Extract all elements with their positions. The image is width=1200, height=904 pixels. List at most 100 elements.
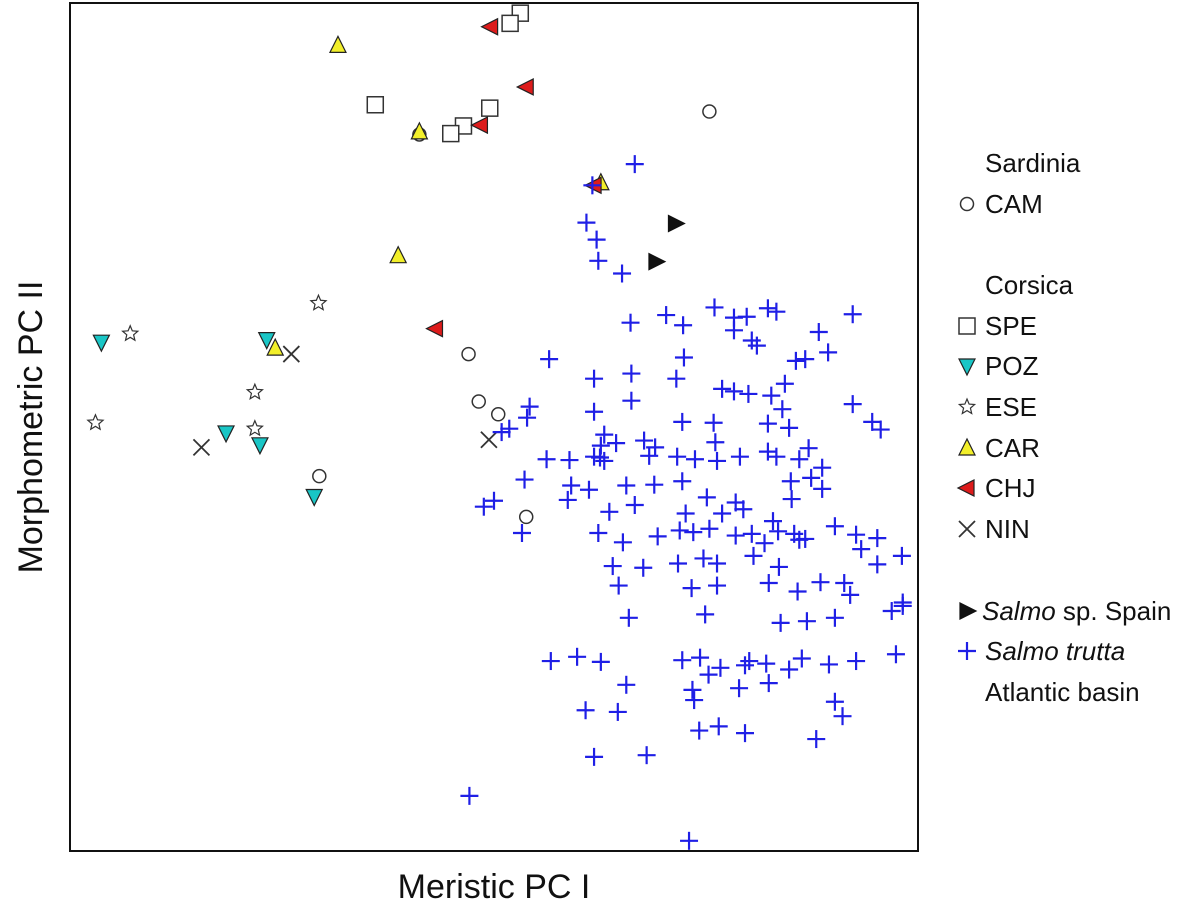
point-salmo-trutta-133	[740, 652, 759, 671]
point-salmo-trutta-6	[621, 313, 640, 332]
legend-marker-nin	[958, 520, 976, 538]
point-poz-3	[250, 437, 269, 456]
point-salmo-trutta-89	[613, 533, 632, 552]
point-salmo-trutta-136	[819, 655, 838, 674]
point-salmo-trutta-152	[833, 707, 852, 726]
point-salmo-trutta-91	[670, 521, 689, 540]
point-salmo-trutta-134	[757, 654, 776, 673]
legend-marker-chj	[956, 479, 975, 497]
point-salmo-trutta-143	[780, 660, 799, 679]
point-salmo-trutta-130	[699, 665, 718, 684]
point-salmo-trutta-95	[755, 534, 774, 553]
x-axis-label: Meristic PC I	[398, 868, 591, 904]
point-salmo-trutta-20	[585, 369, 604, 388]
point-salmo-trutta-159	[796, 350, 815, 369]
point-salmo-trutta-115	[835, 574, 854, 593]
point-salmo-trutta-71	[813, 479, 832, 498]
point-car-4	[266, 337, 285, 356]
point-salmo-trutta-4	[589, 251, 608, 270]
point-salmo-trutta-86	[868, 529, 887, 548]
point-salmo-trutta-29	[863, 412, 882, 431]
point-salmo-trutta-1	[583, 176, 602, 195]
point-salmo-trutta-24	[724, 382, 743, 401]
point-salmo-trutta-157	[747, 336, 766, 355]
point-salmo-trutta-43	[635, 431, 654, 450]
point-salmo-trutta-63	[562, 476, 581, 495]
point-salmo-trutta-147	[608, 702, 627, 721]
legend-marker-cam	[959, 196, 975, 212]
point-salmo-trutta-111	[708, 576, 727, 595]
point-salmo-trutta-5	[613, 264, 632, 283]
legend-label-ese: ESE	[985, 392, 1037, 422]
point-salmo-trutta-74	[625, 496, 644, 515]
point-salmo-trutta-127	[591, 652, 610, 671]
point-salmo-trutta-113	[788, 582, 807, 601]
point-salmo-trutta-162	[802, 468, 821, 487]
point-salmo-trutta-54	[640, 446, 659, 465]
point-salmo-trutta-161	[674, 348, 693, 367]
point-chj-0	[480, 17, 499, 36]
legend-label-cam: CAM	[985, 189, 1043, 219]
point-salmo-trutta-53	[595, 451, 614, 470]
point-salmo-trutta-94	[742, 524, 761, 543]
point-salmo-trutta-65	[617, 476, 636, 495]
point-nin-1	[192, 438, 211, 456]
point-salmo-trutta-145	[685, 691, 704, 710]
point-salmo-trutta-7	[674, 316, 693, 335]
point-poz-4	[305, 488, 324, 507]
point-salmo-trutta-107	[868, 555, 887, 574]
point-salmo-trutta-129	[691, 648, 710, 667]
point-chj-1	[515, 77, 534, 96]
point-salmo-trutta-21	[622, 364, 641, 383]
point-ese-3	[86, 413, 105, 431]
point-salmo-trutta-27	[773, 400, 792, 419]
point-salmo-trutta-125	[541, 652, 560, 671]
point-cam-3	[471, 394, 486, 409]
point-salmo-trutta-18	[786, 351, 805, 370]
point-salmo-trutta-146	[576, 701, 595, 720]
point-poz-0	[92, 334, 111, 353]
point-salmo-trutta-96	[769, 522, 788, 541]
point-salmo-trutta-10	[737, 307, 756, 326]
point-salmo-trutta-52	[585, 447, 604, 466]
point-salmo-trutta-59	[767, 447, 786, 466]
point-salmo-trutta-116	[841, 585, 860, 604]
point-salmo-trutta-19	[540, 350, 559, 369]
point-salmo-trutta-39	[492, 423, 511, 442]
point-salmo-trutta-148	[690, 721, 709, 740]
point-salmo-trutta-2	[577, 213, 596, 232]
point-salmo-trutta-144	[825, 692, 844, 711]
point-salmo-trutta-33	[758, 414, 777, 433]
point-salmo-trutta-87	[512, 524, 531, 542]
legend-label-car: CAR	[985, 433, 1040, 463]
point-salmo-trutta-153	[637, 746, 656, 765]
point-salmo-trutta-0	[625, 155, 644, 174]
point-cam-1	[702, 104, 717, 119]
legend-item-spe	[958, 317, 976, 335]
point-cam-5	[518, 509, 534, 525]
point-salmo-trutta-61	[813, 458, 832, 477]
point-salmo-trutta-30	[871, 420, 890, 439]
legend-item-salmo-trutta	[958, 642, 976, 660]
point-ese-1	[309, 293, 328, 311]
point-salmo-trutta-32	[704, 413, 723, 432]
point-salmo-trutta-154	[585, 747, 604, 766]
point-car-0	[328, 35, 347, 54]
point-salmo-trutta-77	[734, 500, 753, 519]
point-salmo-trutta-122	[825, 608, 844, 627]
point-salmo-trutta-80	[485, 491, 503, 510]
point-salmo-sp-spain-1	[648, 252, 667, 271]
point-salmo-trutta-50	[537, 450, 556, 469]
legend-marker-spe	[958, 317, 976, 335]
y-axis-label: Morphometric PC II	[12, 281, 50, 574]
point-salmo-trutta-138	[886, 645, 905, 664]
point-salmo-trutta-73	[600, 502, 619, 521]
point-salmo-trutta-47	[668, 447, 687, 466]
point-ese-0	[121, 324, 140, 342]
point-salmo-trutta-110	[682, 579, 701, 598]
legend-label-spe: SPE	[985, 311, 1037, 341]
legend: Sardinia CAM Corsica SPE POZ ESE CAR CHJ…	[956, 148, 1171, 707]
point-nin-0	[282, 345, 300, 363]
point-salmo-trutta-135	[792, 649, 811, 668]
